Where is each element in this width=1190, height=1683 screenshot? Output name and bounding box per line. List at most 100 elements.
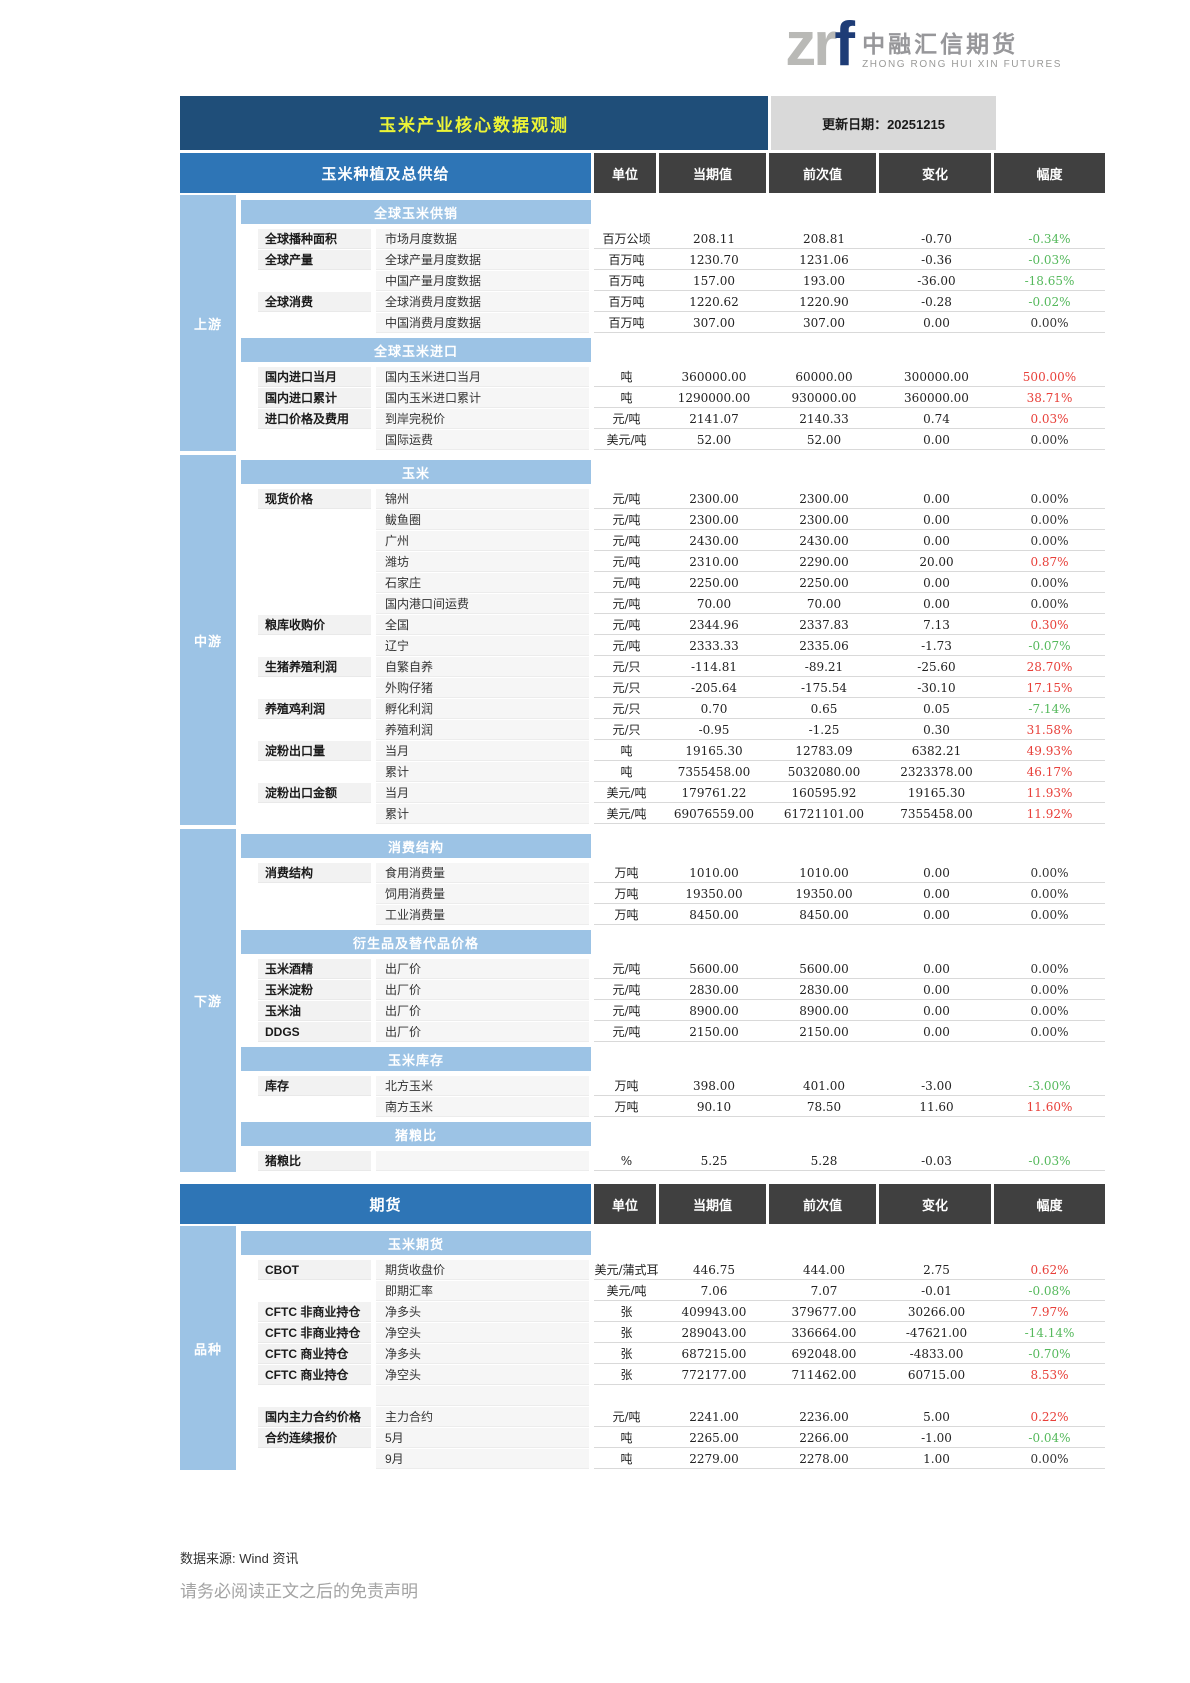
cell-category: CBOT: [258, 1260, 371, 1280]
cell-previous: 2300.00: [769, 489, 879, 509]
cell-change: 5.00: [879, 1407, 994, 1427]
cell-percent: -14.14%: [994, 1323, 1105, 1343]
cell-category: 全球播种面积: [258, 229, 371, 249]
cell-percent: 0.00%: [994, 430, 1105, 450]
cell-unit: 元/吨: [594, 636, 659, 656]
cell-current: 19350.00: [659, 884, 769, 904]
table1-section-title: 玉米种植及总供给: [180, 153, 591, 193]
cell-percent: -0.02%: [994, 292, 1105, 312]
table1-header-row: 玉米种植及总供给 单位 当期值 前次值 变化 幅度: [180, 153, 1105, 193]
table-row: 即期汇率 美元/吨 7.06 7.07 -0.01 -0.08%: [241, 1281, 1105, 1301]
cell-current: 0.70: [659, 699, 769, 719]
cell-change: 0.00: [879, 863, 994, 883]
cell-description: 出厂价: [376, 980, 589, 1000]
cell-description: 到岸完税价: [376, 409, 589, 429]
cell-previous: 5032080.00: [769, 762, 879, 782]
table-row: 累计 美元/吨 69076559.00 61721101.00 7355458.00 11…: [241, 804, 1105, 824]
cell-unit: 吨: [594, 741, 659, 761]
cell-category: 猪粮比: [258, 1151, 371, 1171]
cell-description: 5月: [376, 1428, 589, 1448]
cell-category: [258, 678, 371, 698]
cell-change: -36.00: [879, 271, 994, 291]
cell-unit: 元/吨: [594, 489, 659, 509]
cell-change: 20.00: [879, 552, 994, 572]
table-row: 石家庄 元/吨 2250.00 2250.00 0.00 0.00%: [241, 573, 1105, 593]
cell-change: 0.00: [879, 489, 994, 509]
cell-previous: 193.00: [769, 271, 879, 291]
logo-mark: zrf: [785, 14, 855, 76]
cell-change: 19165.30: [879, 783, 994, 803]
table-row: 合约连续报价 5月吨 2265.00 2266.00 -1.00 -0.04%: [241, 1428, 1105, 1448]
cell-previous: -89.21: [769, 657, 879, 677]
cell-change: 2.75: [879, 1260, 994, 1280]
cell-change: -0.36: [879, 250, 994, 270]
cell-category: [258, 510, 371, 530]
sidebar-region-label: 品种: [180, 1226, 236, 1470]
cell-unit: 元/吨: [594, 1407, 659, 1427]
sidebar-region-label: 下游: [180, 829, 236, 1172]
table-row: CFTC 非商业持仓 净多头张 409943.00 379677.00 30266.00…: [241, 1302, 1105, 1322]
table-row: 淀粉出口量 当月吨 19165.30 12783.09 6382.21 49.93%: [241, 741, 1105, 761]
cell-current: 7.06: [659, 1281, 769, 1301]
table-region: 品种 玉米期货 CBOT 期货收盘价 美元/蒲式耳 446.75 444.00 2.75 0.6…: [180, 1226, 1105, 1470]
cell-unit: 元/吨: [594, 510, 659, 530]
cell-category: 养殖鸡利润: [258, 699, 371, 719]
cell-previous: 2266.00: [769, 1428, 879, 1448]
disclaimer-note: 请务必阅读正文之后的免责声明: [180, 1582, 418, 1601]
cell-category: DDGS: [258, 1022, 371, 1042]
cell-description: 当月: [376, 741, 589, 761]
cell-category: [258, 271, 371, 291]
cell-percent: -18.65%: [994, 271, 1105, 291]
cell-category: 国内进口累计: [258, 388, 371, 408]
cell-change: 1.00: [879, 1449, 994, 1469]
table-row: 国内主力合约价格 主力合约 元/吨 2241.00 2236.00 5.00 0.22%: [241, 1407, 1105, 1427]
cell-change: 0.00: [879, 1001, 994, 1021]
cell-change: -0.03: [879, 1151, 994, 1171]
cell-previous: 2236.00: [769, 1407, 879, 1427]
cell-description: 累计: [376, 804, 589, 824]
cell-category: [258, 552, 371, 572]
table-row: CFTC 商业持仓 净多头张 687215.00 692048.00 -4833.00-…: [241, 1344, 1105, 1364]
cell-percent: -0.04%: [994, 1428, 1105, 1448]
cell-percent: 0.00%: [994, 489, 1105, 509]
cell-description: 全球产量月度数据: [376, 250, 589, 270]
cell-previous: 19350.00: [769, 884, 879, 904]
logo-zr: zr: [785, 10, 837, 79]
cell-previous: 60000.00: [769, 367, 879, 387]
table-row: 国内进口当月 国内玉米进口当月吨 360000.00 60000.00 300000.0…: [241, 367, 1105, 387]
cell-description: 养殖利润: [376, 720, 589, 740]
cell-change: [879, 1386, 994, 1406]
table-row: 国内港口间运费 元/吨 70.00 70.00 0.00 0.00%: [241, 594, 1105, 614]
table-row: CBOT 期货收盘价 美元/蒲式耳 446.75 444.00 2.75 0.62%: [241, 1260, 1105, 1280]
cell-percent: 31.58%: [994, 720, 1105, 740]
table-row: 全球消费 全球消费月度数据 百万吨 1220.62 1220.90 -0.28 -0.02%: [241, 292, 1105, 312]
cell-current: 398.00: [659, 1076, 769, 1096]
cell-percent: 0.00%: [994, 1449, 1105, 1469]
cell-unit: 吨: [594, 1449, 659, 1469]
cell-unit: 元/吨: [594, 594, 659, 614]
cell-previous: 2430.00: [769, 531, 879, 551]
cell-unit: 张: [594, 1302, 659, 1322]
cell-previous: 7.07: [769, 1281, 879, 1301]
cell-previous: 2337.83: [769, 615, 879, 635]
cell-description: 净空头: [376, 1323, 589, 1343]
cell-category: [258, 905, 371, 925]
cell-category: 现货价格: [258, 489, 371, 509]
cell-description: 国内港口间运费: [376, 594, 589, 614]
cell-description: 累计: [376, 762, 589, 782]
cell-change: 11.60: [879, 1097, 994, 1117]
cell-change: -1.00: [879, 1428, 994, 1448]
cell-category: 玉米淀粉: [258, 980, 371, 1000]
cell-change: 0.00: [879, 510, 994, 530]
table-row: 养殖鸡利润 孵化利润 元/只 0.70 0.65 0.05 -7.14%: [241, 699, 1105, 719]
cell-current: 2310.00: [659, 552, 769, 572]
cell-percent: 500.00%: [994, 367, 1105, 387]
cell-category: 粮库收购价: [258, 615, 371, 635]
cell-change: 0.00: [879, 594, 994, 614]
cell-change: -1.73: [879, 636, 994, 656]
cell-previous: 8900.00: [769, 1001, 879, 1021]
cell-description: 全球消费月度数据: [376, 292, 589, 312]
table-row: 9月吨 2279.00 2278.00 1.00 0.00%: [241, 1449, 1105, 1469]
cell-unit: 万吨: [594, 1097, 659, 1117]
cell-unit: 张: [594, 1365, 659, 1385]
